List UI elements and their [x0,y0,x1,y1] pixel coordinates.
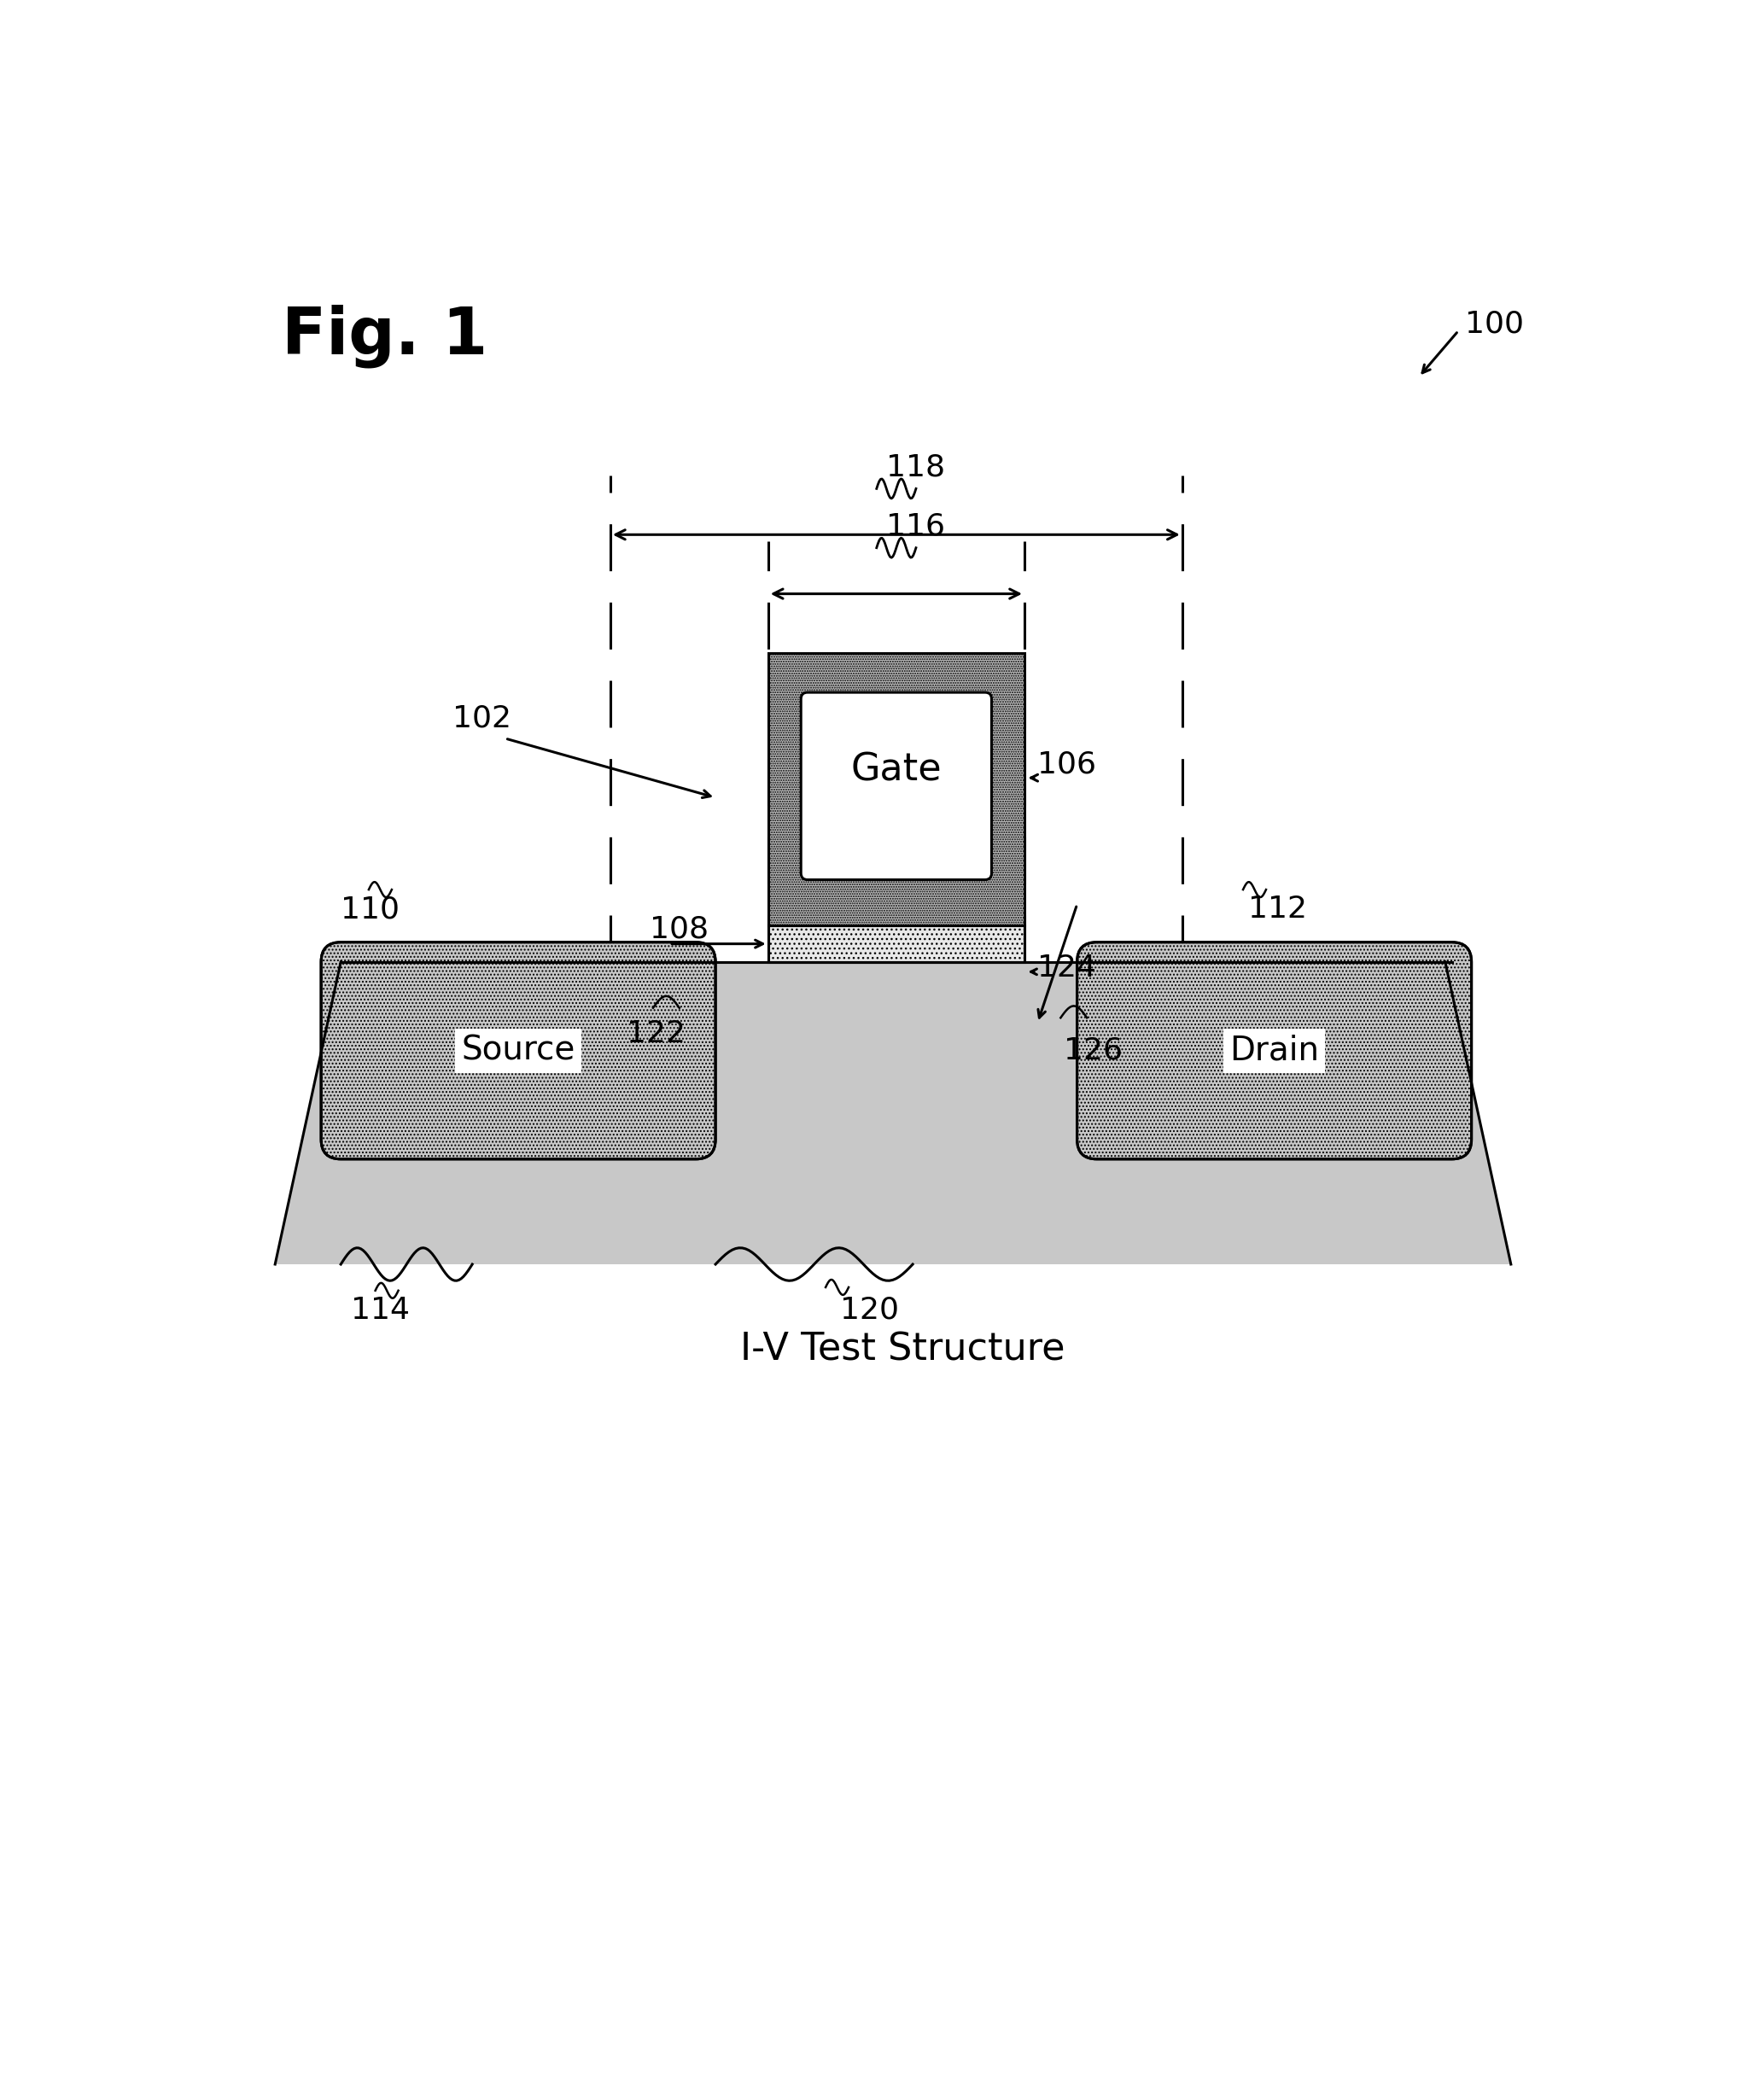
Text: 120: 120 [841,1296,899,1325]
Text: 110: 110 [340,895,400,924]
Text: 108: 108 [649,913,708,943]
Text: 116: 116 [886,512,946,542]
Text: 124: 124 [1038,953,1096,983]
Text: 126: 126 [1064,1035,1122,1065]
Text: Source: Source [461,1035,576,1067]
Polygon shape [276,962,1511,1264]
Text: 114: 114 [351,1296,410,1325]
Text: 122: 122 [626,1021,686,1048]
Text: 118: 118 [886,454,946,483]
Text: Gate: Gate [852,752,942,788]
FancyBboxPatch shape [801,693,991,880]
Text: Fig. 1: Fig. 1 [281,304,487,368]
Text: 102: 102 [452,704,511,733]
Text: 100: 100 [1464,311,1523,338]
Text: 112: 112 [1248,895,1307,924]
FancyBboxPatch shape [1077,943,1471,1159]
Bar [768,926,1024,962]
Text: I-V Test Structure: I-V Test Structure [740,1331,1064,1367]
Text: Drain: Drain [1230,1035,1319,1067]
Text: 106: 106 [1038,750,1096,779]
Bar [768,653,1024,926]
FancyBboxPatch shape [321,943,715,1159]
